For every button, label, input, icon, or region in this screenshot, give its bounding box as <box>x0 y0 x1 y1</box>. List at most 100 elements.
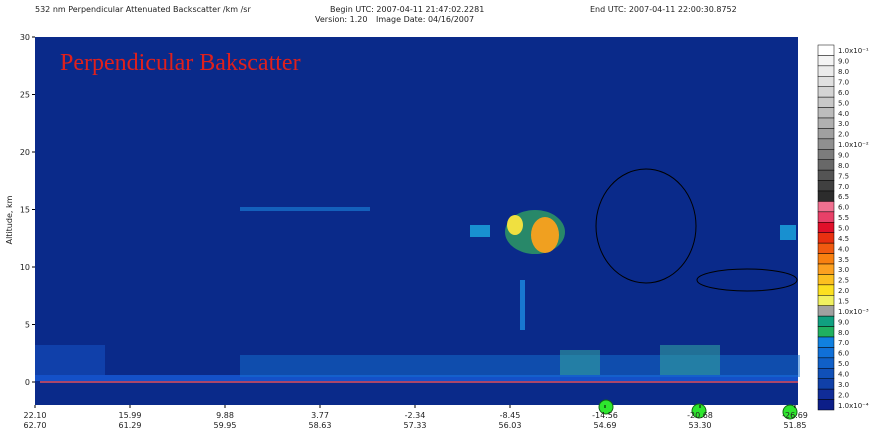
x-tick-lat: 15.99 <box>119 411 142 420</box>
colorbar-cell <box>817 76 835 87</box>
colorbar-cell <box>817 128 835 140</box>
x-tick-lon: 58.63 <box>309 421 332 430</box>
colorbar-cell <box>817 388 835 400</box>
colorbar-cell <box>817 180 835 192</box>
colorbar-label: 9.0 <box>838 152 849 160</box>
colorbar-label: 5.0 <box>838 225 849 233</box>
shapes <box>595 168 798 292</box>
chart-title: 532 nm Perpendicular Attenuated Backscat… <box>35 5 251 14</box>
colorbar-label: 3.0 <box>838 266 849 274</box>
x-tick-lon: 56.03 <box>499 421 522 430</box>
colorbar-label: 6.5 <box>838 193 849 201</box>
colorbar-label: 6.0 <box>838 350 849 358</box>
x-tick-lat: 3.77 <box>311 411 329 420</box>
colorbar-cell <box>817 169 835 181</box>
markers <box>598 399 798 420</box>
colorbar-cell <box>817 86 835 98</box>
y-tick-label: 0 <box>25 378 30 387</box>
version: Version: 1.20 <box>315 15 367 24</box>
colorbar-cell <box>817 336 835 348</box>
colorbar-cell <box>817 347 835 359</box>
colorbar-cell <box>817 326 835 338</box>
colorbar-label: 2.0 <box>838 287 849 295</box>
colorbar-label: 2.0 <box>838 131 849 139</box>
y-tick-label: 5 <box>25 321 30 330</box>
y-tick-label: 30 <box>20 33 30 42</box>
colorbar-cell <box>817 232 835 244</box>
y-tick-label: 10 <box>20 263 30 272</box>
colorbar-cell <box>817 368 835 379</box>
colorbar-cell <box>817 65 835 77</box>
colorbar-label: 5.0 <box>838 99 849 107</box>
y-tick-label: 15 <box>20 206 30 215</box>
y-tick-label: 20 <box>20 148 30 157</box>
colorbar-cell <box>817 201 835 213</box>
x-tick-lon: 61.29 <box>119 421 142 430</box>
begin-time: Begin UTC: 2007-04-11 21:47:02.2281 <box>330 5 484 14</box>
colorbar-label: 4.0 <box>838 245 849 253</box>
colorbar-cell <box>817 378 835 390</box>
colorbar-cell <box>817 149 835 160</box>
colorbar-label: 1.0x10⁻² <box>838 141 869 149</box>
colorbar-label: 9.0 <box>838 318 849 326</box>
colorbar-cell <box>817 284 835 296</box>
colorbar-cell <box>817 44 835 56</box>
colorbar-label: 2.0 <box>838 391 849 399</box>
colorbar-label: 5.0 <box>838 360 849 368</box>
colorbar-cell <box>817 222 835 233</box>
colorbar-cell <box>817 117 835 129</box>
x-tick-lat: 9.88 <box>216 411 234 420</box>
image-date: Image Date: 04/16/2007 <box>376 15 474 24</box>
colorbar-label: 1.0x10⁻⁴ <box>838 402 869 410</box>
colorbar-cell <box>817 305 835 317</box>
x-tick-lon: 53.30 <box>689 421 712 430</box>
colorbar-cell <box>817 263 835 275</box>
x-tick-lon: 59.95 <box>214 421 237 430</box>
colorbar-label: 1.5 <box>838 298 849 306</box>
x-tick-lon: 62.70 <box>24 421 47 430</box>
colorbar-cell <box>817 274 835 286</box>
colorbar-label: 3.0 <box>838 120 849 128</box>
colorbar-label: 1.0x10⁻³ <box>838 308 869 316</box>
colorbar-label: 1.0x10⁻¹ <box>838 47 869 55</box>
x-tick-lat: -14.56 <box>592 411 618 420</box>
colorbar-cell <box>817 190 835 202</box>
colorbar-cell <box>817 55 835 67</box>
end-time: End UTC: 2007-04-11 22:00:30.8752 <box>590 5 737 14</box>
colorbar-cell <box>817 138 835 150</box>
colorbar-label: 8.0 <box>838 68 849 76</box>
colorbar-label: 8.0 <box>838 329 849 337</box>
colorbar-label: 7.0 <box>838 79 849 87</box>
y-tick-label: 25 <box>20 91 30 100</box>
colorbar-label: 2.5 <box>838 277 849 285</box>
colorbar-label: 9.0 <box>838 58 849 66</box>
colorbar-label: 7.0 <box>838 339 849 347</box>
colorbar-label: 4.5 <box>838 235 849 243</box>
colorbar-label: 5.5 <box>838 214 849 222</box>
colorbar-cell <box>817 242 835 254</box>
plot-area <box>35 37 798 405</box>
colorbar-cell <box>817 399 835 411</box>
colorbar-label: 3.5 <box>838 256 849 264</box>
x-tick-lat: -8.45 <box>500 411 521 420</box>
colorbar-cell <box>817 211 835 223</box>
colorbar-label: 7.0 <box>838 183 849 191</box>
y-axis-label: Altitude, km <box>5 195 14 244</box>
x-tick-lat: -20.68 <box>687 411 713 420</box>
colorbar-label: 6.0 <box>838 89 849 97</box>
features <box>35 207 800 383</box>
x-tick-lat: -2.34 <box>405 411 426 420</box>
colorbar-label: 3.0 <box>838 381 849 389</box>
colorbar-cell <box>817 96 835 108</box>
x-tick-lat: 22.10 <box>24 411 47 420</box>
x-tick-lon: 57.33 <box>404 421 427 430</box>
colorbar-cell <box>817 357 835 369</box>
x-tick-lon: 54.69 <box>594 421 617 430</box>
colorbar-label: 4.0 <box>838 110 849 118</box>
colorbar-label: 6.0 <box>838 204 849 212</box>
x-tick-lon: 51.85 <box>784 421 807 430</box>
colorbar-label: 4.0 <box>838 371 849 379</box>
annotation: Perpendicular Bakscatter <box>60 50 301 76</box>
colorbar-label: 7.5 <box>838 172 849 180</box>
